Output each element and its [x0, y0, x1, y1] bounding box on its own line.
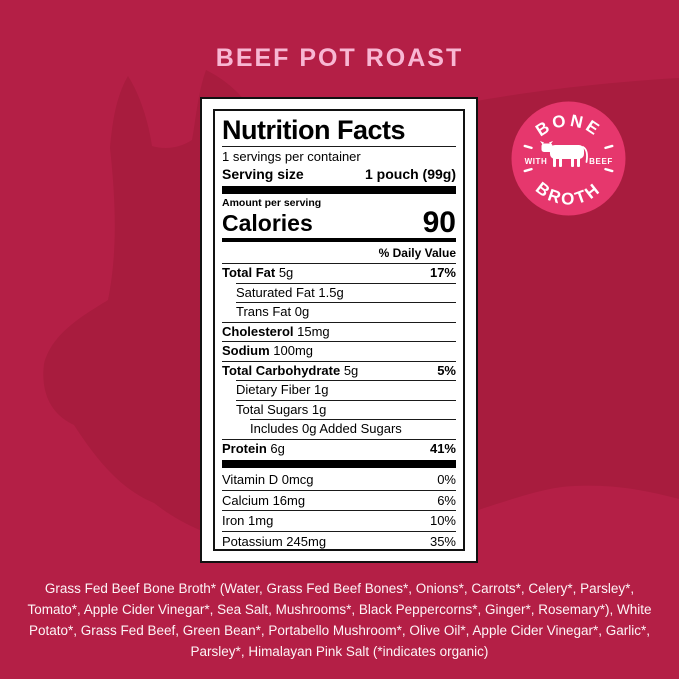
badge-dash-marks — [523, 144, 614, 173]
badge-with-text: WITH — [525, 157, 548, 166]
badge-beef-text: BEEF — [589, 157, 613, 166]
serving-size-label: Serving size — [222, 166, 304, 182]
nutrition-row: Cholesterol 15mg — [222, 321, 456, 342]
nutrition-row: Calcium 16mg 6% — [222, 489, 456, 511]
nutrition-row: Saturated Fat 1.5g — [222, 282, 456, 303]
serving-size-row: Serving size 1 pouch (99g) — [222, 165, 456, 184]
nutrition-row: Trans Fat 0g — [222, 302, 456, 322]
cow-icon — [540, 141, 588, 167]
calories-row: Calories 90 — [222, 206, 456, 239]
nutrition-row: Total Fat 5g 17% — [222, 263, 456, 280]
ingredients-text: Grass Fed Beef Bone Broth* (Water, Grass… — [27, 581, 652, 659]
nutrient-rows: Total Fat 5g 17% Saturated Fat 1.5g Trans F… — [222, 263, 456, 458]
medium-divider — [222, 238, 456, 242]
serving-size-value: 1 pouch (99g) — [364, 166, 456, 182]
thick-divider — [222, 460, 456, 468]
calories-value: 90 — [422, 206, 456, 239]
page-title: BEEF POT ROAST — [215, 44, 464, 72]
micronutrient-rows: Vitamin D 0mcg 0% Calcium 16mg 6% Iron 1mg 10… — [222, 470, 456, 551]
amount-per-serving-label: Amount per serving — [222, 197, 322, 209]
nutrition-row: Includes 0g Added Sugars — [222, 419, 456, 439]
nutrition-row: Potassium 245mg 35% — [222, 530, 456, 552]
nutrition-row: Iron 1mg 10% — [222, 510, 456, 531]
nutrition-facts-title: Nutrition Facts — [222, 115, 406, 145]
nutrition-row: Vitamin D 0mcg 0% — [222, 472, 456, 487]
servings-per-container: 1 servings per container — [222, 149, 361, 164]
daily-value-header: % Daily Value — [378, 246, 456, 260]
thick-divider — [222, 186, 456, 194]
nutrition-row: Protein 6g 41% — [222, 438, 456, 456]
nutrition-facts-box: Nutrition Facts 1 servings per container… — [213, 109, 465, 551]
nutrition-row: Dietary Fiber 1g — [222, 380, 456, 400]
nutrition-row: Sodium 100mg — [222, 341, 456, 361]
bone-broth-badge: BONE BROTH WITH BEEF — [511, 101, 626, 216]
calories-label: Calories — [222, 210, 313, 236]
divider — [222, 146, 456, 147]
nutrition-row: Total Sugars 1g — [222, 399, 456, 420]
nutrition-facts-label: Nutrition Facts 1 servings per container… — [200, 97, 478, 563]
nutrition-row: Total Carbohydrate 5g 5% — [222, 360, 456, 378]
